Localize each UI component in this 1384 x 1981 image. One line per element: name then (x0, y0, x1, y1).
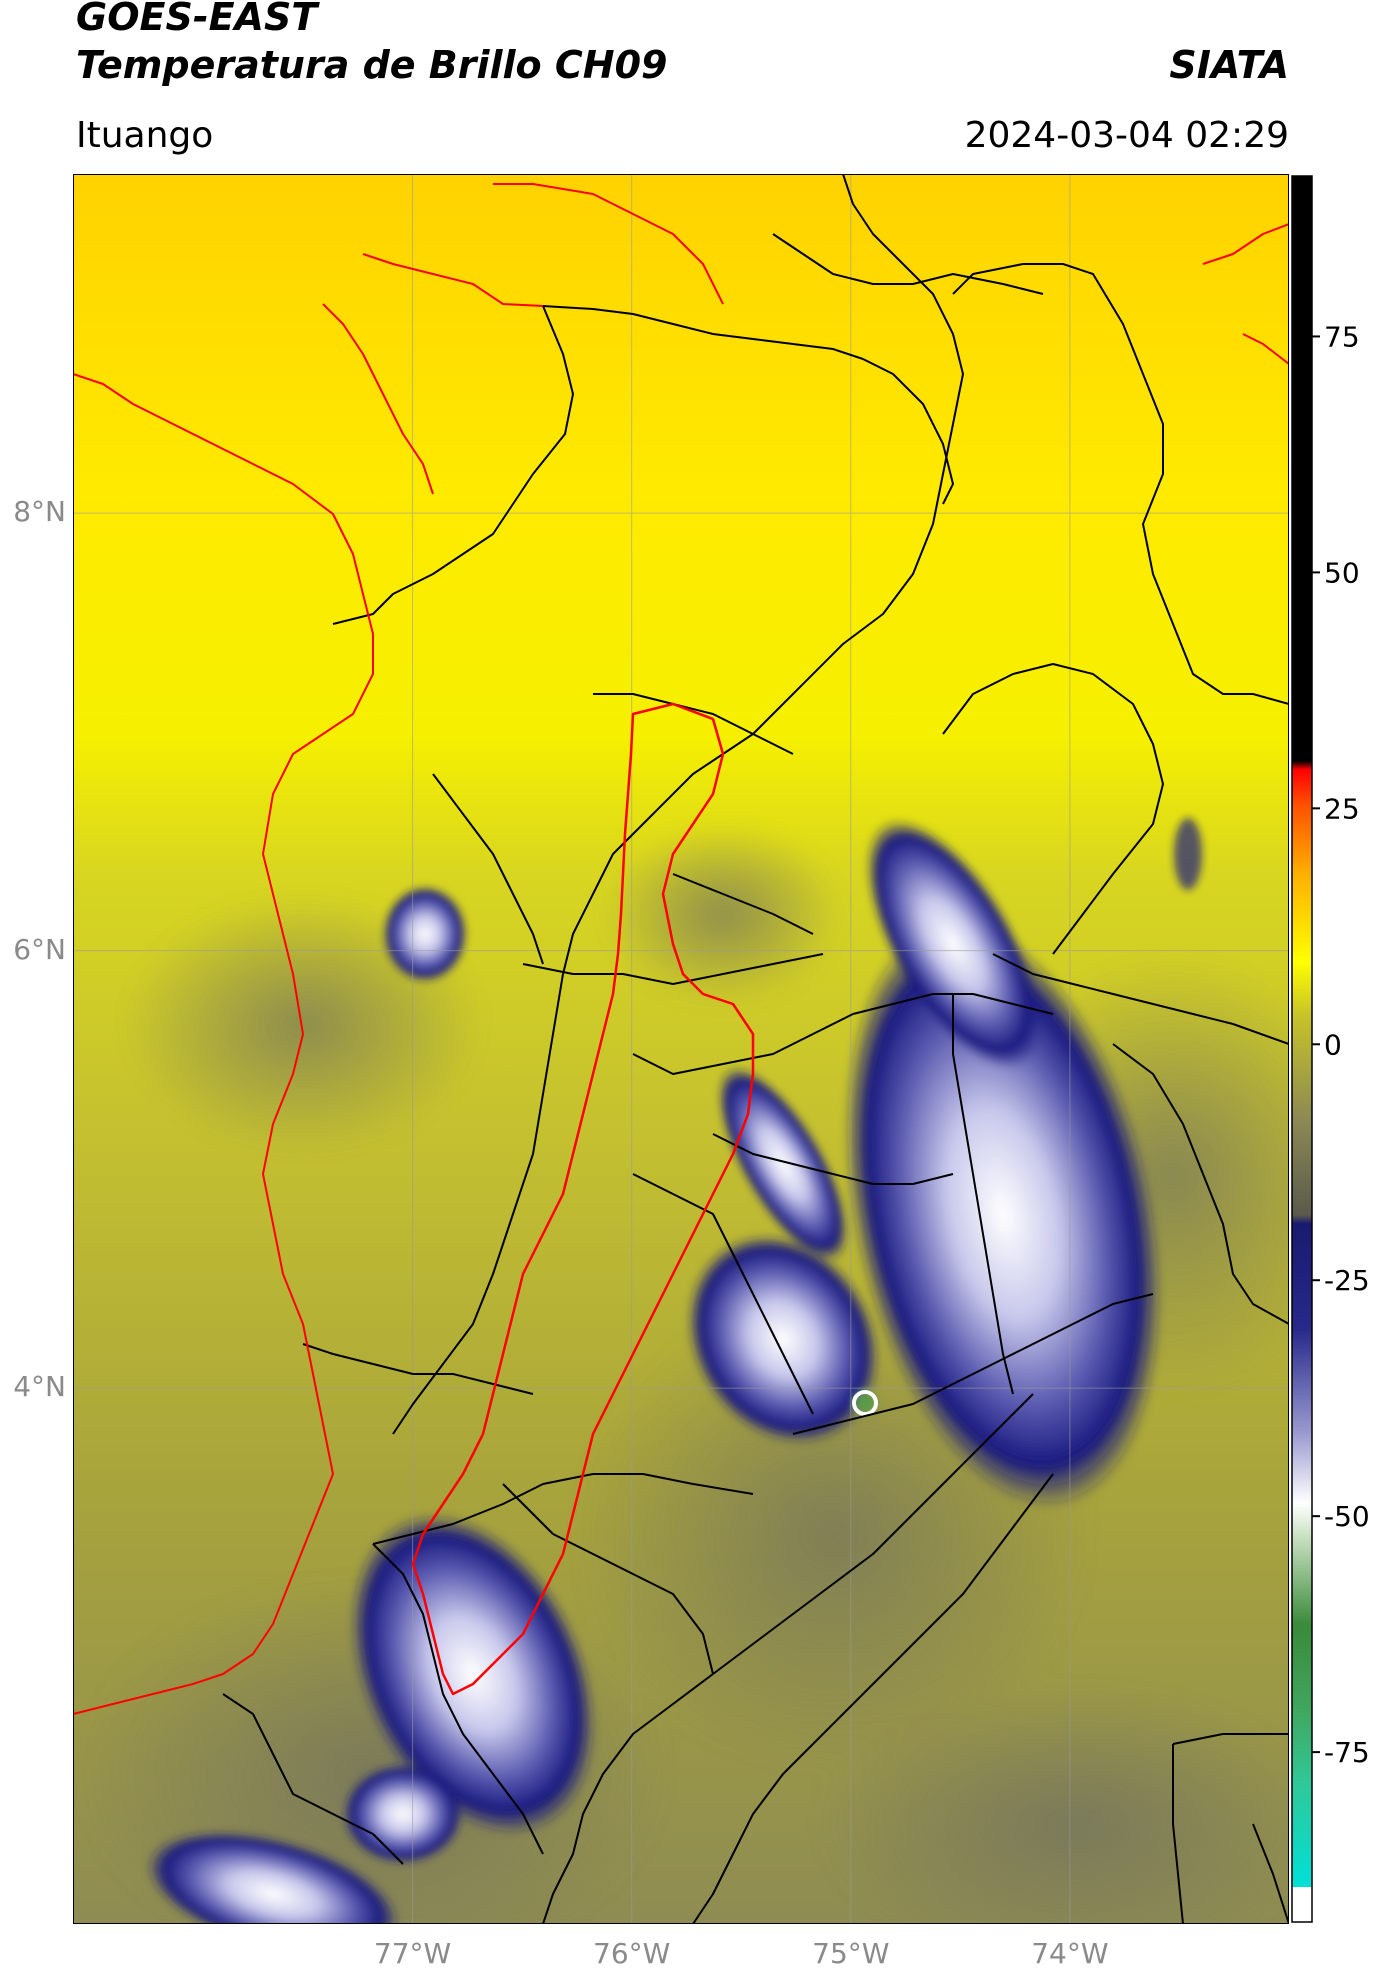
colorbar-gradient (1291, 175, 1313, 1923)
cloud-cell (146, 1831, 400, 1924)
convective-clouds (146, 818, 1202, 1924)
satellite-title: GOES-EAST (76, 0, 318, 39)
colorbar-label: -25 (1324, 1264, 1370, 1297)
cold-core-dot (854, 1392, 876, 1414)
lon-label: 76°W (593, 1937, 671, 1970)
lon-label: 75°W (812, 1937, 890, 1970)
colorbar-label: -50 (1324, 1500, 1370, 1533)
cloud-cell (843, 918, 1163, 1510)
cloud-cell (350, 1513, 596, 1835)
colorbar-label: 0 (1324, 1028, 1342, 1061)
product-title: Temperatura de Brillo CH09 (76, 43, 668, 87)
cloud-cell (383, 886, 467, 982)
basin-outline (411, 702, 755, 1696)
agency-label: SIATA (1169, 43, 1289, 87)
cloud-cell (343, 1764, 463, 1864)
coastline (73, 183, 1289, 1715)
brightness-temperature-map (73, 174, 1289, 1924)
lat-label: 6°N (13, 932, 66, 966)
datetime-label: 2024-03-04 02:29 (964, 115, 1289, 156)
colorbar: 75 50 25 0 -25 -50 -75 (1291, 175, 1370, 1923)
colorbar-label: 75 (1324, 320, 1360, 353)
lat-label: 8°N (13, 495, 66, 529)
graticule (73, 174, 1289, 1924)
lon-label: 74°W (1031, 1937, 1109, 1970)
colorbar-label: -75 (1324, 1736, 1370, 1769)
lon-label: 77°W (373, 1937, 452, 1970)
cloud-cell (686, 1234, 880, 1444)
cloud-cell (718, 1066, 848, 1262)
cloud-cell (865, 819, 1041, 1069)
colorbar-label: 50 (1324, 556, 1360, 589)
colorbar-label: 25 (1324, 792, 1360, 825)
region-label: Ituango (76, 115, 214, 156)
lat-label: 4°N (13, 1370, 66, 1404)
cloud-cell (1174, 818, 1202, 890)
